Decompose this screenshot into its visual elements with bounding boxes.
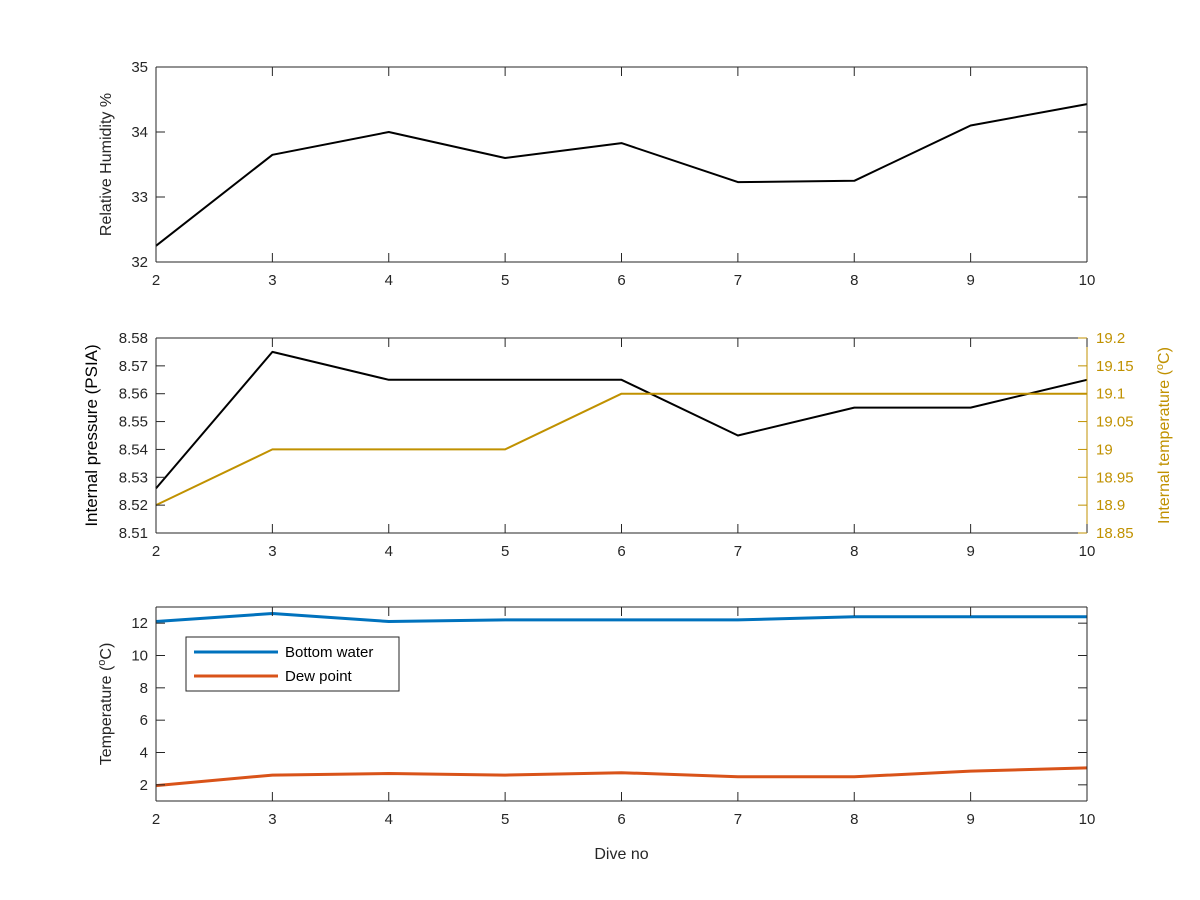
y-tick-label-1-2: 8.53	[119, 469, 148, 486]
x-tick-label-0-8: 10	[1079, 272, 1096, 289]
x-tick-label-1-8: 10	[1079, 543, 1096, 560]
series-line-1-0	[155, 350, 1088, 490]
y-tick-label-2-4: 10	[131, 648, 148, 665]
series-line-2-0	[155, 612, 1087, 623]
x-tick-label-0-3: 5	[501, 272, 509, 289]
y-right-tick-label-1-4: 19.05	[1096, 414, 1134, 431]
x-tick-label-0-4: 6	[617, 272, 625, 289]
x-tick-label-1-0: 2	[152, 543, 160, 560]
y-tick-label-0-2: 34	[131, 124, 148, 141]
x-tick-label-0-0: 2	[152, 272, 160, 289]
y-right-tick-label-1-3: 19	[1096, 441, 1113, 458]
x-tick-label-0-2: 4	[385, 272, 393, 289]
y-axis-label-2: Temperature (oC)	[96, 643, 115, 766]
y-tick-label-1-3: 8.54	[119, 441, 148, 458]
x-tick-label-0-6: 8	[850, 272, 858, 289]
y-tick-label-1-4: 8.55	[119, 414, 148, 431]
y-tick-label-2-2: 6	[140, 712, 148, 729]
y-right-tick-label-1-1: 18.9	[1096, 497, 1125, 514]
x-tick-label-1-2: 4	[385, 543, 393, 560]
y-right-tick-label-1-6: 19.15	[1096, 358, 1134, 375]
y-right-tick-label-1-5: 19.1	[1096, 386, 1125, 403]
x-tick-label-1-4: 6	[617, 543, 625, 560]
y-right-tick-label-1-2: 18.95	[1096, 469, 1134, 486]
x-axis-label-2: Dive no	[594, 846, 648, 863]
legend-label-0: Bottom water	[285, 644, 373, 661]
x-tick-label-2-3: 5	[501, 811, 509, 828]
y-tick-label-1-5: 8.56	[119, 386, 148, 403]
x-tick-label-2-2: 4	[385, 811, 393, 828]
series-line-1-1	[155, 392, 1087, 507]
x-tick-label-2-7: 9	[966, 811, 974, 828]
y-tick-label-2-3: 8	[140, 680, 148, 697]
series-line-0-0	[155, 103, 1088, 247]
x-tick-label-2-1: 3	[268, 811, 276, 828]
legend-box	[185, 636, 400, 692]
x-tick-label-1-6: 8	[850, 543, 858, 560]
y-tick-label-0-3: 35	[131, 59, 148, 76]
x-tick-label-1-7: 9	[966, 543, 974, 560]
x-tick-label-2-0: 2	[152, 811, 160, 828]
y-axis-label-0: Relative Humidity %	[98, 93, 115, 236]
y-tick-label-1-1: 8.52	[119, 497, 148, 514]
y-tick-label-1-6: 8.57	[119, 358, 148, 375]
x-tick-label-2-4: 6	[617, 811, 625, 828]
legend-label-1: Dew point	[285, 668, 353, 685]
x-tick-label-2-5: 7	[734, 811, 742, 828]
y-right-axis-label-1: Internal temperature (oC)	[1154, 347, 1173, 524]
x-tick-label-1-1: 3	[268, 543, 276, 560]
x-tick-label-0-7: 9	[966, 272, 974, 289]
y-tick-label-1-0: 8.51	[119, 525, 148, 542]
x-tick-label-2-6: 8	[850, 811, 858, 828]
y-tick-label-0-0: 32	[131, 254, 148, 271]
y-right-tick-label-1-7: 19.2	[1096, 330, 1125, 347]
x-tick-label-0-5: 7	[734, 272, 742, 289]
series-line-2-1	[155, 766, 1088, 788]
y-tick-label-0-1: 33	[131, 189, 148, 206]
x-tick-label-1-3: 5	[501, 543, 509, 560]
x-tick-label-2-8: 10	[1079, 811, 1096, 828]
y-axis-label-1: Internal pressure (PSIA)	[82, 344, 101, 526]
x-tick-label-1-5: 7	[734, 543, 742, 560]
y-tick-label-1-7: 8.58	[119, 330, 148, 347]
x-tick-label-0-1: 3	[268, 272, 276, 289]
y-right-tick-label-1-0: 18.85	[1096, 525, 1134, 542]
y-tick-label-2-5: 12	[131, 615, 148, 632]
y-tick-label-2-0: 2	[140, 777, 148, 794]
y-tick-label-2-1: 4	[140, 745, 148, 762]
